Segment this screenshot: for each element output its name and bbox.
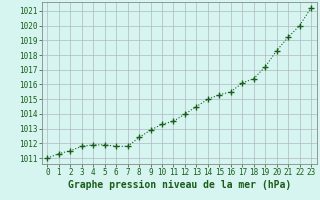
X-axis label: Graphe pression niveau de la mer (hPa): Graphe pression niveau de la mer (hPa) [68, 180, 291, 190]
